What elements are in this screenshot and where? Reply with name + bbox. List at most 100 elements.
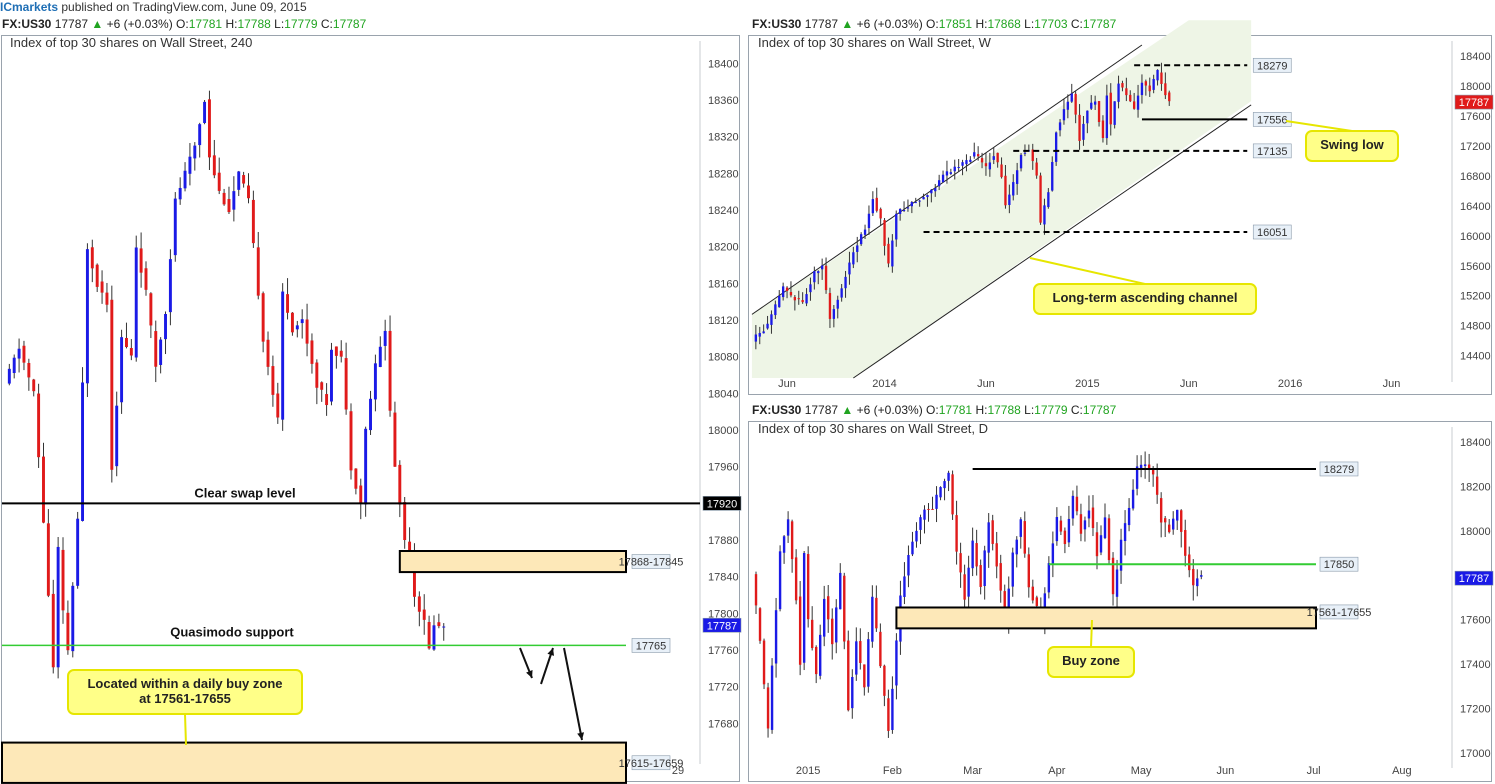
ohlc-low: 17703 [1034, 17, 1068, 31]
bull-candle [232, 191, 236, 210]
x-tick-label: 2015 [796, 765, 820, 777]
bear-candle [129, 348, 133, 356]
x-tick-label: Mar [963, 765, 982, 777]
bull-candle [823, 598, 826, 637]
bull-candle [1023, 152, 1027, 154]
bull-candle [992, 156, 995, 160]
bull-candle [914, 202, 917, 204]
bear-candle [1147, 464, 1151, 469]
bear-candle [1003, 591, 1006, 618]
bull-candle [1008, 194, 1011, 205]
quasimodo-price-tag-box [631, 638, 671, 653]
bull-candle [1015, 539, 1018, 555]
x-tick-label: 29 [672, 765, 684, 777]
bull-candle [855, 641, 858, 675]
bull-candle [832, 309, 836, 319]
bear-candle [1023, 521, 1026, 554]
bull-candle [906, 207, 910, 209]
bull-candle [1043, 205, 1046, 225]
bull-candle [1007, 588, 1010, 621]
bull-candle [1051, 161, 1054, 191]
bear-candle [1078, 114, 1081, 141]
bull-candle [903, 576, 906, 597]
y-tick-label: 18160 [708, 278, 739, 290]
ohlc-open: 17851 [938, 17, 973, 31]
bear-candle [824, 265, 828, 291]
bull-candle [330, 349, 333, 402]
bear-candle [1031, 586, 1035, 601]
bear-candle [887, 243, 890, 264]
bear-candle [879, 631, 882, 667]
bull-candle [973, 152, 976, 157]
bull-candle [364, 428, 368, 505]
bear-candle [814, 646, 818, 675]
zone-label-box [631, 755, 671, 771]
bull-candle [782, 536, 786, 553]
bull-candle [369, 398, 372, 431]
bull-candle [935, 494, 938, 509]
y-tick-label: 18240 [708, 205, 739, 217]
bull-candle [1019, 519, 1022, 537]
bear-candle [951, 474, 954, 515]
bear-candle [227, 199, 231, 213]
y-tick-label: 18320 [708, 132, 739, 144]
bear-candle [963, 574, 966, 600]
bull-candle [983, 550, 986, 587]
bull-candle [178, 187, 182, 200]
last-price-tag-box [1454, 94, 1494, 110]
bull-candle [1087, 510, 1091, 519]
y-tick-label: 17600 [1460, 615, 1491, 627]
bull-candle [1055, 517, 1059, 542]
bull-candle [867, 213, 871, 229]
bull-candle [1058, 122, 1062, 131]
bear-candle [883, 220, 886, 246]
y-tick-label: 18360 [708, 95, 739, 107]
bear-candle [1031, 149, 1034, 162]
ohlc-change: +6 (+0.03%) [856, 17, 923, 31]
brand-name: ICmarkets [0, 0, 59, 14]
bull-candle [71, 585, 75, 652]
x-tick-label: Feb [883, 765, 902, 777]
supply-zone-rect [1, 741, 627, 784]
bull-candle [891, 240, 894, 267]
bear-candle [256, 247, 260, 296]
callout-swing-low-pointer [1285, 120, 1353, 132]
ohlc-h-label: H: [975, 403, 988, 417]
y-tick-label: 15200 [1460, 291, 1491, 303]
ohlc-high: 17788 [237, 17, 271, 31]
bear-candle [995, 543, 998, 567]
bear-candle [794, 557, 798, 601]
bear-candle [149, 293, 153, 326]
bear-candle [310, 340, 314, 364]
bull-candle [120, 337, 124, 403]
bull-candle [902, 209, 906, 211]
bear-candle [261, 293, 265, 342]
bear-candle [1184, 530, 1187, 556]
x-tick-label: Jun [1216, 765, 1234, 777]
x-tick-label: Jun [778, 378, 796, 390]
buy-zone-tag-box [1319, 604, 1359, 620]
ohlc-high: 17788 [987, 403, 1021, 417]
bull-candle [859, 234, 863, 245]
bull-candle [1066, 101, 1070, 110]
bull-candle [778, 551, 782, 610]
bear-candle [931, 508, 934, 510]
bear-candle [975, 543, 978, 567]
bear-candle [863, 664, 866, 688]
swap-price-tag: 17920 [707, 498, 738, 510]
bear-candle [437, 622, 441, 627]
bull-candle [183, 170, 187, 189]
y-tick-label: 16800 [1460, 171, 1491, 183]
bear-candle [398, 464, 402, 505]
bull-candle [115, 405, 119, 467]
projection-arrow-target [563, 647, 583, 741]
chart-title: Index of top 30 shares on Wall Street, W [758, 35, 992, 50]
bull-candle [85, 249, 89, 384]
bear-candle [1109, 92, 1112, 125]
bull-candle [778, 295, 781, 308]
bear-candle [61, 549, 65, 611]
chart-title: Index of top 30 shares on Wall Street, D [758, 421, 988, 436]
callout-channel-text: Long-term ascending channel [1053, 290, 1238, 305]
bear-candle [1039, 175, 1042, 223]
buy-zone-rect [895, 606, 1317, 630]
